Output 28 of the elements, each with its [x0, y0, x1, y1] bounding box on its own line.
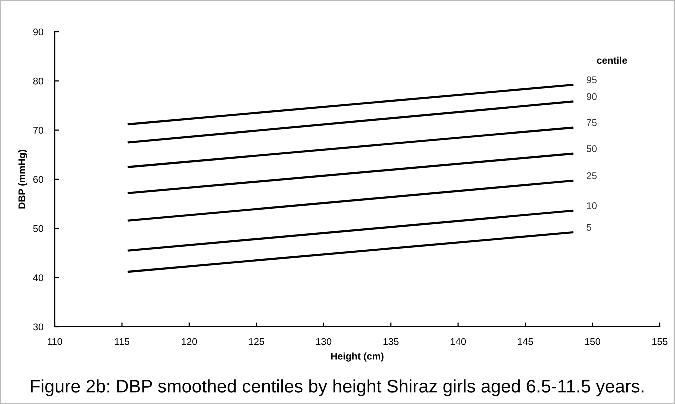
x-tick-label: 110 — [48, 338, 62, 346]
x-tick-label: 120 — [182, 338, 198, 346]
x-tick-label: 135 — [384, 338, 399, 346]
x-tick-label: 115 — [115, 338, 130, 346]
y-tick-label: 70 — [34, 127, 44, 134]
x-tick-label: 130 — [316, 338, 332, 346]
x-tick-label: 140 — [450, 338, 466, 346]
caption: Figure 2b: DBP smoothed centiles by height Shiraz girls aged 6.5-11.5 years. — [31, 380, 644, 396]
series-label: 50 — [586, 145, 597, 152]
series-label: 10 — [587, 202, 597, 210]
series-label: 95 — [586, 76, 597, 84]
y-tick-label: 90 — [34, 28, 44, 36]
series-label: 5 — [586, 224, 592, 232]
x-tick-label: 150 — [585, 338, 601, 346]
y-axis-title: DBP (mmHg) — [18, 150, 28, 209]
x-tick-label: 125 — [249, 338, 264, 346]
x-tick-label: 155 — [652, 338, 668, 346]
series-label: 90 — [586, 93, 597, 100]
legend-title: centile — [597, 56, 628, 64]
series-label: 25 — [586, 172, 597, 180]
x-tick-label: 145 — [518, 338, 534, 346]
y-tick-label: 40 — [33, 274, 44, 282]
y-tick-label: 50 — [33, 225, 44, 232]
y-tick-label: 60 — [34, 176, 44, 184]
y-tick-label: 80 — [34, 78, 44, 85]
series-label: 75 — [587, 120, 597, 126]
y-tick-label: 30 — [33, 324, 44, 331]
x-axis-title: Height (cm) — [331, 352, 384, 362]
